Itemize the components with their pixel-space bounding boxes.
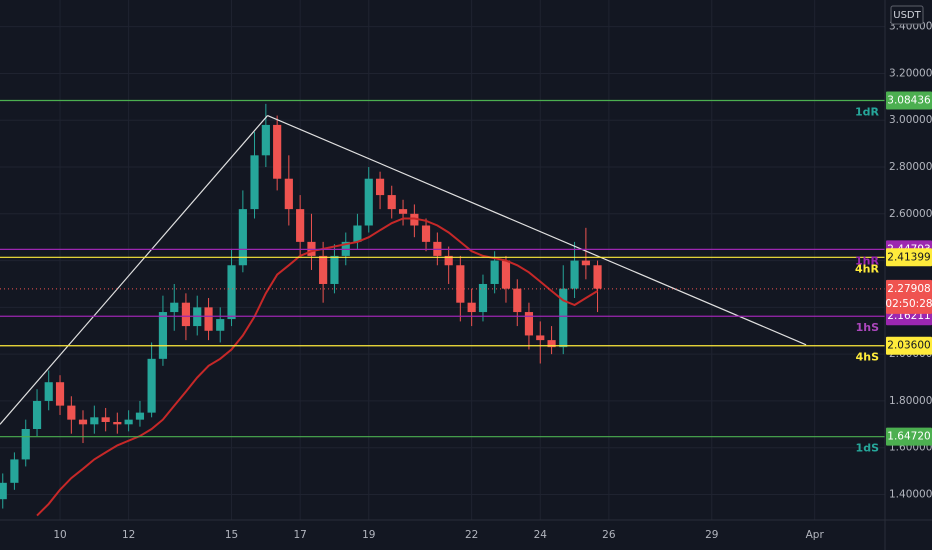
x-tick-label: 17 bbox=[293, 529, 306, 541]
candle-body bbox=[536, 335, 545, 341]
level-name: 1dR bbox=[855, 106, 880, 119]
x-tick-label: 19 bbox=[362, 529, 375, 541]
candle-body bbox=[204, 307, 213, 331]
candle-body bbox=[21, 429, 30, 460]
x-tick-label: 29 bbox=[705, 529, 718, 541]
x-tick-label: 15 bbox=[225, 529, 238, 541]
y-tick-label: 2.60000 bbox=[889, 208, 932, 220]
candle-body bbox=[559, 288, 568, 348]
candle-body bbox=[0, 482, 7, 500]
candle-body bbox=[387, 195, 396, 210]
candle-body bbox=[32, 400, 42, 430]
candle-body bbox=[353, 225, 362, 242]
level-price-label: 2.03600 bbox=[887, 340, 930, 352]
candle-body bbox=[284, 178, 293, 210]
candle-body bbox=[456, 265, 465, 303]
candle-body bbox=[55, 382, 65, 406]
candle-body bbox=[216, 319, 225, 331]
candle-body bbox=[101, 417, 110, 422]
candle-body bbox=[330, 255, 339, 284]
x-tick-label: 22 bbox=[465, 529, 478, 541]
x-tick-label: 26 bbox=[602, 529, 616, 541]
level-name: 1hR bbox=[855, 254, 879, 267]
candle-body bbox=[410, 213, 419, 226]
level-name: 1dS bbox=[856, 442, 880, 455]
level-name: 1hS bbox=[856, 321, 879, 334]
x-tick-label: 12 bbox=[122, 529, 135, 541]
candle-body bbox=[227, 265, 236, 320]
candle-body bbox=[581, 260, 590, 266]
currency-label: USDT bbox=[893, 10, 921, 21]
candle-body bbox=[181, 302, 191, 327]
current-price-box bbox=[886, 279, 932, 314]
candle-body bbox=[44, 382, 53, 401]
candle-body bbox=[524, 312, 534, 336]
candle-body bbox=[398, 209, 408, 214]
candle-body bbox=[570, 260, 579, 289]
level-price-label: 1.64720 bbox=[887, 431, 930, 443]
currency-box bbox=[890, 5, 924, 25]
y-tick-label: 1.80000 bbox=[889, 395, 932, 407]
current-price-label: 2.27908 bbox=[887, 283, 930, 295]
candle-body bbox=[319, 255, 328, 284]
y-tick-label: 1.40000 bbox=[889, 489, 932, 501]
candle-body bbox=[444, 255, 453, 266]
candle-body bbox=[67, 405, 76, 420]
candle-body bbox=[135, 412, 145, 420]
candle-body bbox=[158, 312, 168, 359]
candle-body bbox=[478, 283, 488, 313]
level-price-label: 2.41399 bbox=[887, 251, 930, 263]
candle-body bbox=[375, 178, 385, 196]
level-name: 4hS bbox=[856, 351, 879, 364]
candle-body bbox=[273, 124, 282, 179]
candle-body bbox=[250, 155, 259, 210]
level-price-label: 3.08436 bbox=[887, 95, 931, 107]
y-tick-label: 3.00000 bbox=[889, 114, 932, 126]
x-tick-label: 10 bbox=[53, 529, 66, 541]
candle-body bbox=[238, 209, 247, 266]
level-price-box bbox=[886, 336, 932, 355]
candle-body bbox=[513, 288, 522, 313]
candle-body bbox=[467, 302, 476, 313]
level-price-box bbox=[886, 427, 932, 446]
trendline bbox=[0, 115, 269, 425]
y-tick-label: 2.80000 bbox=[889, 161, 932, 173]
level-price-box bbox=[886, 248, 932, 267]
candle-body bbox=[593, 265, 602, 289]
candle-body bbox=[547, 340, 556, 348]
x-tick-label: 24 bbox=[534, 529, 548, 541]
x-tick-label: Apr bbox=[806, 529, 825, 541]
moving-average-line bbox=[36, 217, 599, 517]
candle-body bbox=[113, 421, 122, 425]
candle-body bbox=[421, 225, 431, 242]
countdown-label: 02:50:28 bbox=[885, 298, 932, 310]
y-tick-label: 3.20000 bbox=[889, 67, 932, 79]
candle-body bbox=[78, 419, 88, 425]
candle-body bbox=[364, 178, 373, 226]
candle-body bbox=[90, 417, 99, 425]
candle-body bbox=[10, 459, 19, 483]
trendline bbox=[267, 115, 807, 346]
level-price-box bbox=[886, 91, 932, 110]
level-name: 4hR bbox=[855, 262, 879, 275]
candle-body bbox=[501, 260, 511, 289]
candle-body bbox=[296, 209, 305, 242]
candle-body bbox=[170, 302, 179, 313]
candle-body bbox=[147, 358, 156, 413]
candle-body bbox=[124, 419, 133, 425]
candle-body bbox=[261, 124, 270, 156]
y-tick-label: 3.40000 bbox=[889, 21, 932, 33]
candle-body bbox=[490, 260, 499, 284]
